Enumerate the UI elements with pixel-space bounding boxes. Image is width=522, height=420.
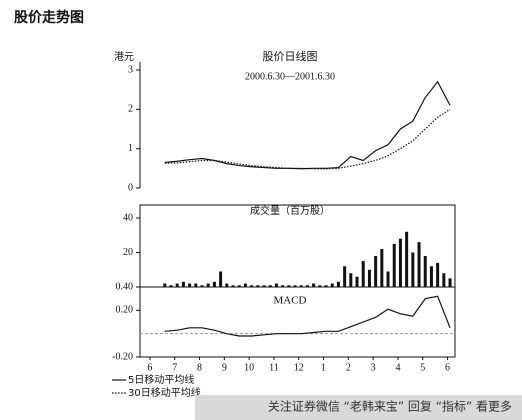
volume-bar [281,285,285,287]
volume-bar [392,243,396,287]
volume-bar [212,281,216,287]
y-tick-label: 0.20 [116,305,134,316]
watermark: 关注证券微信 “老韩来宝” 回复 “指标” 看更多 [268,399,512,414]
x-tick-label: 5 [420,362,425,373]
volume-bar [299,285,303,287]
price-subtitle: 2000.6.30—2001.6.30 [245,71,335,82]
y-tick-label: 40 [123,212,133,223]
volume-bar [349,273,353,287]
volume-bar [188,283,192,287]
volume-bar [374,255,378,287]
y-tick-label: 20 [123,247,133,258]
volume-bar [293,285,297,287]
y-tick-label: 0.40 [116,281,134,292]
x-tick-label: 4 [395,362,400,373]
x-tick-label: 6 [445,362,450,373]
x-tick-label: 11 [269,362,279,373]
x-tick-label: 6 [147,362,152,373]
volume-bar [287,285,291,287]
price-title: 股价日线图 [263,49,318,63]
legend-label: 30日移动平均线 [128,386,201,399]
volume-bar [219,271,223,287]
volume-bar [274,283,278,287]
volume-bar [231,285,235,287]
x-tick-label: 3 [371,362,376,373]
volume-bar [262,285,266,287]
x-tick-label: 2 [346,362,351,373]
volume-bar [411,252,415,287]
x-tick-label: 12 [294,362,304,373]
y-tick-label: 0 [128,182,133,193]
volume-bar [206,283,210,287]
volume-bar [163,283,167,287]
volume-bar [417,242,421,287]
volume-bar [405,231,409,287]
volume-bar [318,285,322,287]
x-tick-label: 9 [222,362,227,373]
volume-bar [256,285,260,287]
x-tick-label: 10 [244,362,254,373]
y-tick-label: -0.20 [112,351,133,362]
volume-bar [380,249,384,287]
volume-bar [448,278,452,287]
volume-bar [175,283,179,287]
volume-bar [398,238,402,287]
y-tick-label: 2 [128,104,133,115]
volume-bar [237,285,241,287]
volume-bar [268,285,272,287]
x-tick-label: 8 [197,362,202,373]
volume-bar [312,283,316,287]
y-tick-label: 1 [128,143,133,154]
series-line [164,80,451,170]
watermark-banner [195,395,522,420]
volume-bar [169,285,173,287]
x-tick-label: 1 [321,362,326,373]
lower-frame [139,204,456,358]
volume-bar [243,283,247,287]
volume-bar [355,276,359,287]
volume-bar [305,285,309,287]
volume-bar [436,262,440,287]
volume-bar [423,255,427,287]
macd-title: MACD [273,295,306,307]
volume-bar [324,285,328,287]
volume-bar [330,283,334,287]
volume-bar [250,285,254,287]
page-title: 股价走势图 [14,9,84,26]
volume-bar [343,266,347,287]
volume-title: 成交量（百万股） [250,204,330,217]
volume-bar [181,281,185,287]
x-tick-label: 7 [172,362,177,373]
volume-bar [336,281,340,287]
volume-bar [367,269,371,287]
volume-bar [361,261,365,287]
y-axis-label: 港元 [114,51,134,63]
series-line [164,295,451,337]
volume-bar [194,283,198,287]
volume-bar [442,273,446,287]
volume-bar [200,285,204,287]
volume-bar [429,266,433,287]
y-tick-label: 3 [128,64,133,75]
legend-label: 5日移动平均线 [128,373,194,386]
volume-bar [386,271,390,287]
volume-bar [225,283,229,287]
